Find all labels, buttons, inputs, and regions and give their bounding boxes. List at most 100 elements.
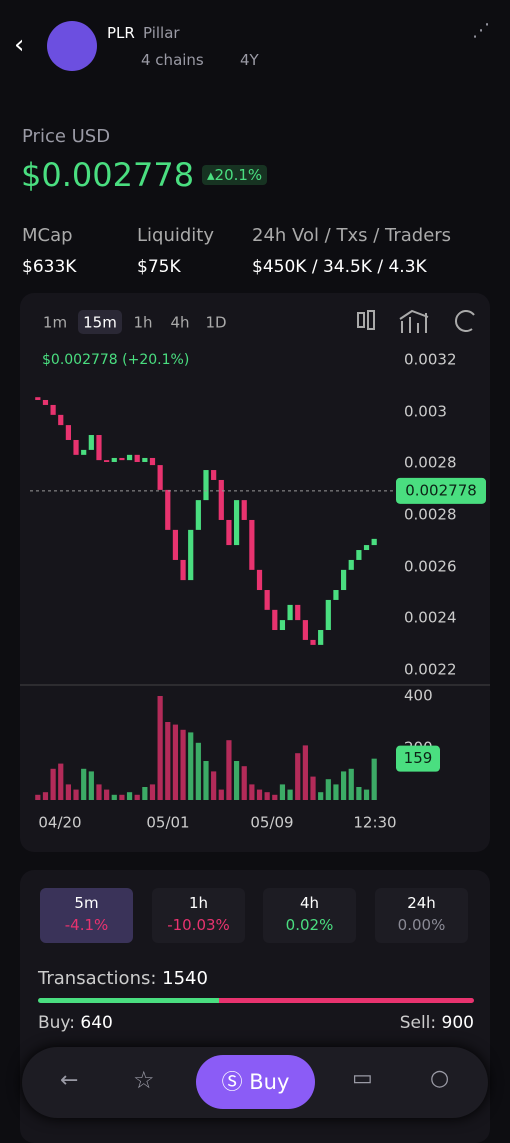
volume-bar — [42, 792, 49, 800]
volume-bar — [218, 789, 224, 800]
candle — [226, 519, 232, 546]
nav-back[interactable]: ← — [60, 1068, 79, 1093]
candle — [180, 559, 186, 581]
period-tab[interactable]: 1h -10.03% — [152, 888, 245, 943]
token-logo — [47, 21, 97, 71]
volume-bar — [65, 784, 71, 800]
last-volume-text: 159 — [404, 749, 433, 767]
interval[interactable]: 1D — [205, 314, 226, 332]
nav-favorite[interactable]: ☆ — [133, 1066, 155, 1094]
chains[interactable]: 4 chains — [141, 51, 204, 69]
candle — [142, 457, 148, 462]
volume-bar — [157, 696, 163, 800]
candle — [371, 538, 377, 546]
x-tick-label: 05/09 — [250, 814, 293, 832]
interval[interactable]: 15m — [83, 314, 117, 332]
period-label: 1h — [188, 894, 209, 912]
candle — [356, 550, 362, 560]
candle — [119, 457, 125, 461]
period-change: -10.03% — [167, 916, 230, 934]
y-tick-label: 0.0028 — [404, 454, 457, 472]
buy-icon: Ⓢ — [221, 1070, 250, 1094]
interval-selected — [78, 310, 122, 334]
interval[interactable]: 1m — [43, 314, 67, 332]
token-name: Pillar — [143, 24, 180, 42]
volume-bar — [104, 789, 110, 800]
volume-tick-label: 400 — [404, 687, 433, 705]
share[interactable]: ⋰ — [472, 20, 490, 41]
volume-bar — [226, 740, 232, 800]
volume-bar — [295, 753, 301, 800]
volume-bar — [96, 784, 102, 800]
nav-wallet[interactable]: ▭ — [352, 1066, 373, 1091]
candle — [279, 620, 286, 631]
volume-bar — [195, 742, 201, 800]
candle — [287, 604, 293, 621]
period-tab[interactable]: 4h 0.02% — [263, 888, 356, 943]
candle — [249, 519, 255, 570]
volume-bar — [264, 792, 270, 800]
sell-label: Sell: — [399, 1013, 437, 1033]
token-symbol: PLR — [107, 24, 135, 42]
y-tick-label: 0.0022 — [404, 661, 457, 679]
last-price-tag — [396, 477, 486, 504]
volume-bar — [279, 784, 286, 800]
volume-bar — [325, 779, 331, 800]
y-tick-label: 0.0028 — [404, 506, 457, 524]
candle — [35, 397, 41, 400]
candle — [203, 470, 209, 501]
candle — [172, 529, 179, 560]
candle — [42, 399, 49, 405]
period-tab[interactable]: 24h 0.00% — [375, 888, 468, 943]
candle — [363, 545, 370, 551]
candle — [295, 604, 301, 621]
candle — [50, 404, 56, 415]
buy-text: Buy — [249, 1070, 290, 1094]
period-label: 5m — [74, 894, 99, 912]
candle — [149, 457, 156, 466]
candle — [233, 500, 240, 546]
stat-label: MCap — [22, 225, 73, 246]
interval[interactable]: 4h — [170, 314, 189, 332]
period-tab[interactable]: 5m -4.1% — [40, 888, 133, 943]
nav-search[interactable]: ○ — [430, 1066, 450, 1091]
candle — [111, 457, 117, 462]
tx-total: 1540 — [162, 968, 208, 989]
interval[interactable]: 1h — [133, 314, 152, 332]
volume-bar — [211, 771, 217, 800]
candle — [341, 569, 347, 591]
last-price-text: 0.002778 — [405, 481, 477, 499]
back-button[interactable]: ‹ — [14, 30, 25, 60]
price-label: Price USD — [22, 126, 111, 147]
volume-bar — [142, 787, 148, 800]
y-tick-label: 0.0032 — [404, 351, 457, 369]
buy-count: Buy: 640 — [38, 1013, 113, 1033]
candle — [58, 414, 64, 426]
y-tick-label: 0.0024 — [404, 609, 457, 627]
x-tick-label: 12:30 — [353, 814, 396, 832]
volume-bar — [88, 771, 94, 800]
candle — [88, 435, 94, 450]
candle — [256, 569, 263, 591]
candle — [302, 620, 308, 640]
volume-bar — [341, 771, 347, 800]
volume-bar — [241, 766, 247, 800]
volume-bar — [180, 729, 186, 800]
candle — [348, 559, 354, 570]
candle — [96, 435, 102, 461]
period-change: 0.00% — [397, 916, 446, 934]
stat-value: $633K — [22, 257, 77, 277]
volume-bar — [233, 761, 240, 800]
chart-tools[interactable] — [357, 309, 475, 333]
candle — [126, 454, 133, 461]
buy-button[interactable]: Ⓢ Buy — [196, 1055, 315, 1109]
age: 4Y — [240, 51, 259, 69]
volume-bar — [356, 787, 362, 800]
volume-bar — [272, 794, 278, 800]
period-label: 4h — [299, 894, 320, 912]
tx-buy-bar — [38, 998, 220, 1003]
candle — [104, 460, 110, 462]
x-tick-label: 04/20 — [38, 814, 81, 832]
period-label: 24h — [407, 894, 436, 912]
candle — [325, 599, 331, 631]
